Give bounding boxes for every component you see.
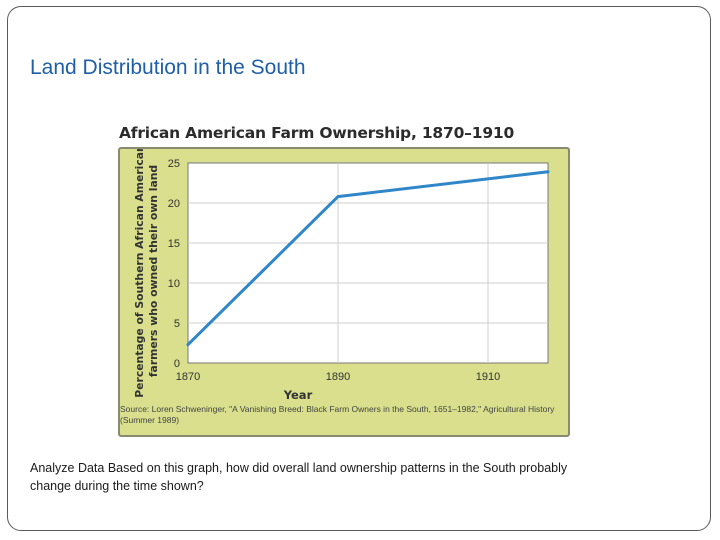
x-tick-label: 1890 [326, 371, 350, 383]
data-point [186, 343, 190, 346]
chart-panel: 0 5 10 15 20 25 1870 1890 1910 Year Percentage of … [118, 147, 570, 437]
y-axis-label-line2: farmers who owned their own land [147, 165, 160, 377]
data-point [546, 170, 550, 174]
line-chart: 0 5 10 15 20 25 1870 1890 1910 Year Percentage of … [133, 149, 550, 402]
x-tick-label: 1910 [476, 371, 500, 383]
y-tick-label: 15 [168, 238, 180, 250]
x-tick-label: 1870 [176, 371, 200, 383]
y-tick-label: 25 [168, 158, 180, 170]
data-point [336, 195, 340, 198]
chart-source-note: Source: Loren Schweninger, "A Vanishing … [120, 404, 555, 425]
y-axis-label-line1: Percentage of Southern African American [133, 149, 146, 398]
x-axis-label: Year [283, 388, 313, 402]
slide-title: Land Distribution in the South [30, 56, 306, 79]
chart-title: African American Farm Ownership, 1870–19… [119, 124, 515, 142]
y-tick-label: 0 [174, 358, 180, 370]
y-tick-label: 5 [174, 318, 180, 330]
analysis-question: Analyze Data Based on this graph, how di… [30, 461, 568, 493]
y-tick-label: 10 [168, 278, 180, 290]
y-tick-label: 20 [168, 198, 180, 210]
